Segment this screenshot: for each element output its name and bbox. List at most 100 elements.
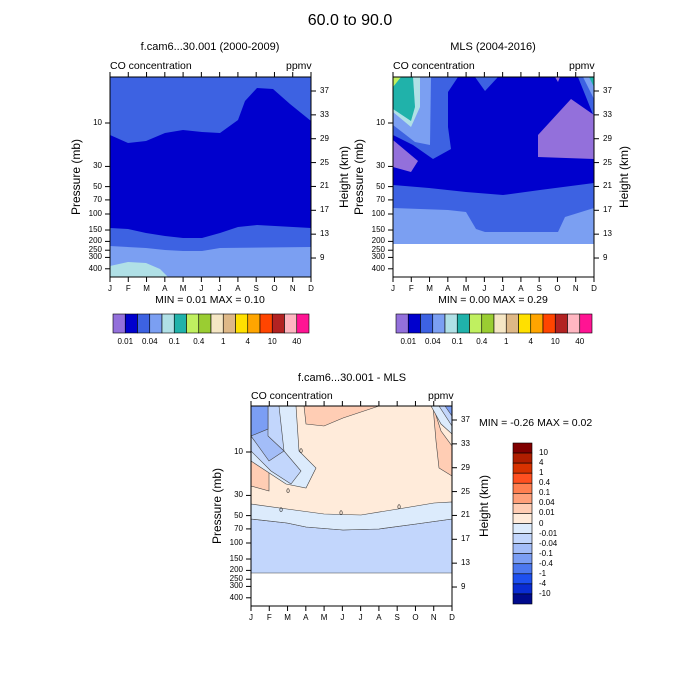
month-tick-label: A: [303, 613, 309, 622]
month-tick-label: S: [253, 284, 259, 293]
colorbar-box: [512, 482, 533, 494]
figure-title: 60.0 to 90.0: [307, 12, 393, 29]
pressure-tick-label: 100: [229, 538, 243, 547]
panel1-variable-label: CO concentration: [110, 60, 192, 72]
contour-label: 0: [286, 489, 290, 495]
month-tick-label: J: [340, 613, 345, 622]
contour-region: [475, 77, 498, 91]
pressure-tick-label: 150: [229, 554, 243, 564]
colorbar-label: 0.1: [168, 337, 180, 346]
pressure-tick-label: 300: [371, 252, 385, 262]
panel2-min-max: MIN = 0.00 MAX = 0.29: [438, 294, 548, 306]
colorbar-box: [469, 313, 483, 334]
colorbar-box: [512, 523, 533, 534]
pressure-tick-label: 10: [93, 118, 102, 127]
month-tick-label: N: [430, 613, 437, 622]
height-tick-label: 37: [603, 86, 612, 95]
colorbar-label: 1: [539, 468, 544, 478]
colorbar-box: [512, 543, 533, 554]
panel3-title: f.cam6...30.001 - MLS: [297, 372, 407, 384]
contour-label: 0: [339, 511, 343, 517]
colorbar-box: [481, 313, 495, 334]
colorbar-label: -0.1: [539, 548, 553, 558]
height-tick-label: 37: [461, 415, 470, 424]
height-tick-label: 29: [320, 133, 329, 143]
colorbar-label: 0: [539, 518, 544, 528]
colorbar-box: [512, 583, 533, 595]
panel3-variable-label: CO concentration: [251, 390, 333, 402]
contour-region: [583, 77, 594, 99]
height-tick-label: 21: [461, 510, 470, 520]
colorbar-box: [554, 313, 568, 334]
height-tick-label: 17: [603, 205, 612, 215]
colorbar-label: 0.04: [539, 498, 555, 508]
height-tick-label: 29: [603, 133, 612, 143]
colorbar-box: [420, 313, 434, 334]
colorbar-box: [271, 313, 285, 334]
pressure-tick-label: 150: [88, 225, 102, 235]
height-tick-label: 13: [461, 558, 470, 568]
month-tick-label: J: [482, 284, 487, 293]
colorbar-box: [137, 313, 151, 334]
height-tick-label: 9: [603, 253, 608, 263]
month-tick-label: J: [391, 284, 395, 293]
colorbar-box: [512, 533, 533, 544]
colorbar-box: [395, 313, 409, 334]
colorbar-box: [198, 313, 212, 334]
height-tick-label: 33: [461, 438, 470, 448]
pressure-tick-label: 100: [371, 209, 385, 218]
month-tick-label: O: [554, 284, 561, 293]
pressure-tick-label: 50: [234, 510, 243, 520]
panel2-variable-label: CO concentration: [393, 60, 475, 72]
colorbar-label: 0.04: [141, 337, 158, 346]
colorbar-box: [493, 313, 507, 334]
colorbar-box: [149, 313, 163, 334]
pressure-tick-label: 50: [93, 181, 102, 191]
pressure-tick-label: 30: [234, 490, 243, 500]
contour-label: 0: [279, 508, 283, 514]
colorbar-label: 40: [292, 337, 302, 346]
contour-region: [393, 77, 401, 87]
panel3-units-label: ppmv: [428, 390, 454, 402]
colorbar-label: 1: [221, 337, 226, 346]
month-tick-label: A: [235, 284, 241, 293]
contour-label: 0: [397, 505, 401, 511]
height-tick-label: 25: [320, 157, 329, 167]
month-tick-label: J: [108, 284, 112, 293]
pressure-tick-label: 70: [376, 194, 385, 204]
pressure-tick-label: 300: [229, 581, 243, 591]
month-tick-label: M: [462, 284, 470, 293]
height-tick-label: 13: [603, 229, 612, 239]
month-tick-label: M: [179, 284, 187, 293]
month-tick-label: A: [518, 284, 524, 293]
height-tick-label: 17: [320, 205, 329, 215]
colorbar-label: 0.01: [117, 337, 134, 346]
colorbar-label: 10: [267, 337, 277, 346]
colorbar-box: [284, 313, 298, 334]
colorbar-box: [542, 313, 556, 334]
panel1-units-label: ppmv: [286, 60, 312, 72]
panel2-units-label: ppmv: [569, 60, 595, 72]
height-tick-label: 13: [320, 229, 329, 239]
panel2-frame: [392, 76, 595, 278]
contour-region: [393, 208, 594, 244]
pressure-tick-label: 250: [229, 574, 243, 584]
colorbar-box: [456, 313, 470, 334]
colorbar-box: [518, 313, 532, 334]
panel3-ylabel-right: Height (km): [477, 474, 491, 538]
colorbar-label: 10: [550, 337, 560, 346]
colorbar-label: -10: [539, 588, 551, 598]
colorbar-box: [512, 553, 533, 565]
contour-region: [555, 77, 560, 82]
contour-region: [110, 262, 168, 277]
month-tick-label: A: [376, 613, 382, 622]
month-tick-label: D: [591, 284, 597, 293]
colorbar-label: 0.01: [539, 508, 555, 518]
pressure-tick-label: 10: [234, 447, 243, 456]
colorbar-box: [124, 313, 138, 334]
height-tick-label: 25: [461, 486, 470, 496]
colorbar-box: [512, 442, 533, 454]
colorbar-box: [186, 313, 200, 334]
month-tick-label: F: [266, 613, 272, 622]
colorbar-box: [512, 573, 533, 585]
